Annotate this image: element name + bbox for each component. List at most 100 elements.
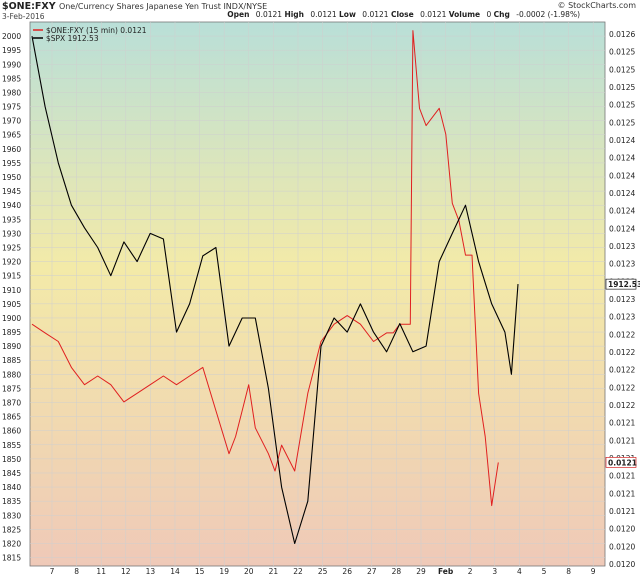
left-tick-label: 1860: [2, 427, 21, 436]
symbol: $ONE:FXY: [2, 1, 56, 12]
right-tick-label: 0.0125: [609, 65, 635, 74]
left-tick-label: 1845: [2, 469, 21, 478]
x-tick-label: 20: [244, 567, 254, 576]
left-tick-label: 1960: [2, 145, 21, 154]
x-tick-label: 19: [219, 567, 229, 576]
right-tick-label: 0.0125: [609, 83, 635, 92]
chart-date: 3-Feb-2016: [2, 12, 45, 21]
right-tick-label: 0.0122: [609, 383, 635, 392]
close-value: 0.0121: [420, 10, 447, 19]
series-lines: [31, 30, 519, 545]
x-tick-label: 22: [293, 567, 303, 576]
x-tick-label: 14: [170, 567, 180, 576]
left-tick-label: 1975: [2, 103, 21, 112]
x-tick-label: 26: [342, 567, 352, 576]
left-axis: 2000 1995 1990 1985 1980 1975 1970 1965 1960 1955…: [2, 32, 21, 562]
right-tick-label: 0.0122: [609, 348, 635, 357]
fxy-last-value: 0.0121: [608, 458, 637, 467]
left-tick-label: 1865: [2, 413, 21, 422]
left-tick-label: 1955: [2, 159, 21, 168]
right-tick-label: 0.0122: [609, 401, 635, 410]
left-tick-label: 1850: [2, 455, 21, 464]
legend-entry: $SPX 1912.53: [46, 34, 99, 43]
left-tick-label: 1820: [2, 539, 21, 548]
x-tick-label: 25: [318, 567, 328, 576]
left-tick-label: 1950: [2, 173, 21, 182]
x-tick-label: 15: [195, 567, 205, 576]
symbol-title: $ONE:FXY One/Currency Shares Japanese Ye…: [2, 1, 267, 12]
right-tick-label: 0.0123: [609, 295, 635, 304]
open-value: 0.0121: [255, 10, 283, 19]
right-tick-label: 0.0126: [609, 30, 635, 39]
x-tick-label: 4: [517, 567, 522, 576]
left-tick-label: 1880: [2, 370, 21, 379]
brand-logo: © StockCharts.com: [557, 1, 636, 10]
left-tick-label: 1905: [2, 300, 21, 309]
left-tick-label: 1920: [2, 258, 21, 267]
left-tick-label: 1970: [2, 117, 21, 126]
right-tick-label: 0.0122: [609, 366, 635, 375]
x-tick-label: 8: [74, 567, 79, 576]
left-tick-label: 2000: [2, 32, 21, 41]
x-tick-label: 7: [50, 567, 55, 576]
left-tick-label: 1875: [2, 384, 21, 393]
x-tick-label: 8: [566, 567, 571, 576]
grid-lines: [30, 22, 605, 566]
x-tick-label: 5: [542, 567, 547, 576]
right-tick-label: 0.0122: [609, 330, 635, 339]
right-tick-label: 0.0120: [609, 525, 635, 534]
left-tick-label: 1870: [2, 399, 21, 408]
volume-label: Volume: [448, 10, 481, 19]
chg-value: -0.0002 (-1.98%): [516, 10, 580, 19]
left-tick-label: 1855: [2, 441, 21, 450]
spx-last-value: 1912.53: [608, 280, 640, 289]
right-tick-label: 0.0121: [609, 507, 635, 516]
left-tick-label: 1885: [2, 356, 21, 365]
left-tick-label: 1985: [2, 74, 21, 83]
left-tick-label: 1835: [2, 497, 21, 506]
right-tick-label: 0.0124: [609, 171, 635, 180]
left-tick-label: 1900: [2, 314, 21, 323]
right-tick-label: 0.0121: [609, 436, 635, 445]
right-axis: 0.0126 0.0125 0.0125 0.0125 0.0125 0.0125 0.01…: [609, 30, 635, 569]
right-tick-label: 0.0121: [609, 489, 635, 498]
left-tick-label: 1840: [2, 483, 21, 492]
x-tick-label: 3: [492, 567, 497, 576]
fxy-series-line: [31, 30, 499, 507]
quote-strip: Open 0.0121 High 0.0121 Low 0.0121 Close…: [227, 10, 580, 19]
left-tick-label: 1825: [2, 525, 21, 534]
high-label: High: [284, 10, 304, 19]
left-tick-label: 1890: [2, 342, 21, 351]
chg-label: Chg: [493, 10, 510, 19]
fxy-last-tag: [605, 457, 637, 468]
left-tick-label: 1815: [2, 554, 21, 563]
low-value: 0.0121: [362, 10, 389, 19]
left-tick-label: 1965: [2, 131, 21, 140]
x-axis: 7 8 11 12 13 14 15 19 20 21 22 25 26 27 28 29 Feb 2 3 4 5 8 9: [50, 567, 596, 576]
x-tick-label: 27: [367, 567, 377, 576]
left-tick-label: 1925: [2, 243, 21, 252]
chart-header: $ONE:FXY One/Currency Shares Japanese Ye…: [0, 0, 640, 22]
x-tick-label: 28: [392, 567, 402, 576]
right-tick-label: 0.0124: [609, 136, 635, 145]
right-tick-label: 0.0123: [609, 260, 635, 269]
right-tick-label: 0.0123: [609, 242, 635, 251]
left-tick-label: 1995: [2, 46, 21, 55]
right-tick-label: 0.0125: [609, 101, 635, 110]
right-tick-label: 0.0124: [609, 224, 635, 233]
right-tick-label: 0.0120: [609, 560, 635, 569]
left-tick-label: 1910: [2, 286, 21, 295]
right-tick-label: 0.0125: [609, 48, 635, 57]
right-tick-label: 0.0123: [609, 313, 635, 322]
x-tick-label: 13: [146, 567, 156, 576]
spx-series-line: [31, 35, 519, 545]
left-tick-label: 1915: [2, 272, 21, 281]
volume-value: 0: [486, 10, 492, 19]
x-tick-label: 29: [416, 567, 426, 576]
left-tick-label: 1830: [2, 511, 21, 520]
x-tick-label: 2: [468, 567, 473, 576]
right-tick-label: 0.0124: [609, 189, 635, 198]
right-tick-label: 0.0125: [609, 118, 635, 127]
close-label: Close: [390, 10, 414, 19]
